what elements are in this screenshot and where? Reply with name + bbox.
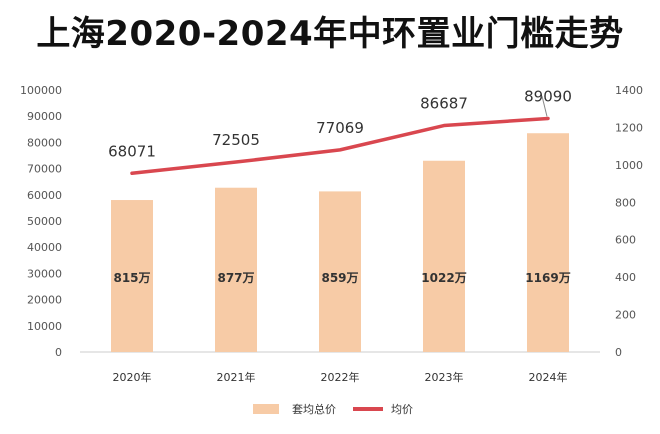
legend-bar-swatch	[253, 404, 279, 414]
left-tick-label: 50000	[27, 215, 62, 228]
left-tick-label: 70000	[27, 163, 62, 176]
line-series	[130, 116, 550, 176]
line-path	[130, 116, 550, 176]
line-data-label: 77069	[316, 119, 364, 137]
x-category-label: 2020年	[113, 370, 152, 384]
bar	[215, 187, 257, 352]
x-axis-categories: 2020年 2021年 2022年 2023年 2024年	[113, 370, 568, 384]
right-tick-label: 1200	[615, 121, 643, 134]
bar	[423, 160, 465, 352]
right-tick-label: 600	[615, 234, 636, 247]
bar-data-labels: 815万 877万 859万 1022万 1169万	[113, 271, 570, 285]
bar-data-label: 1169万	[525, 271, 570, 285]
left-tick-label: 10000	[27, 320, 62, 333]
bar-data-label: 815万	[113, 271, 150, 285]
line-data-label: 68071	[108, 142, 156, 160]
x-category-label: 2023年	[425, 370, 464, 384]
bar	[527, 133, 569, 352]
right-tick-label: 1000	[615, 159, 643, 172]
legend-line-swatch	[353, 407, 383, 411]
bar-series	[111, 133, 569, 352]
left-tick-label: 30000	[27, 267, 62, 280]
bar-data-label: 1022万	[421, 271, 466, 285]
x-category-label: 2024年	[529, 370, 568, 384]
legend-line-label: 均价	[391, 403, 413, 416]
left-tick-label: 60000	[27, 189, 62, 202]
legend: 套均总价 均价	[253, 402, 413, 416]
bar	[111, 200, 153, 352]
x-category-label: 2022年	[321, 370, 360, 384]
left-tick-label: 100000	[20, 84, 62, 97]
right-tick-label: 1400	[615, 84, 643, 97]
left-tick-label: 0	[55, 346, 62, 359]
left-tick-label: 20000	[27, 294, 62, 307]
bar	[319, 191, 361, 352]
line-data-label: 72505	[212, 131, 260, 149]
right-tick-label: 400	[615, 271, 636, 284]
right-tick-label: 0	[615, 346, 622, 359]
right-axis-ticks: 0 200 400 600 800 1000 1200 1400	[615, 84, 643, 359]
bar-data-label: 877万	[217, 271, 254, 285]
line-data-labels: 68071 72505 77069 86687 89090	[108, 87, 572, 160]
legend-bar-label: 套均总价	[292, 402, 336, 416]
right-tick-label: 800	[615, 196, 636, 209]
label-leader-line	[541, 95, 548, 117]
left-tick-label: 40000	[27, 241, 62, 254]
left-tick-label: 90000	[27, 110, 62, 123]
chart-title: 上海2020-2024年中环置业门槛走势	[36, 14, 624, 54]
left-axis-ticks: 0 10000 20000 30000 40000 50000 60000 70000 8000…	[20, 84, 62, 359]
line-data-label: 86687	[420, 95, 468, 113]
bar-data-label: 859万	[321, 271, 358, 285]
left-tick-label: 80000	[27, 136, 62, 149]
right-tick-label: 200	[615, 309, 636, 322]
line-data-label: 89090	[524, 87, 572, 105]
x-category-label: 2021年	[217, 370, 256, 384]
